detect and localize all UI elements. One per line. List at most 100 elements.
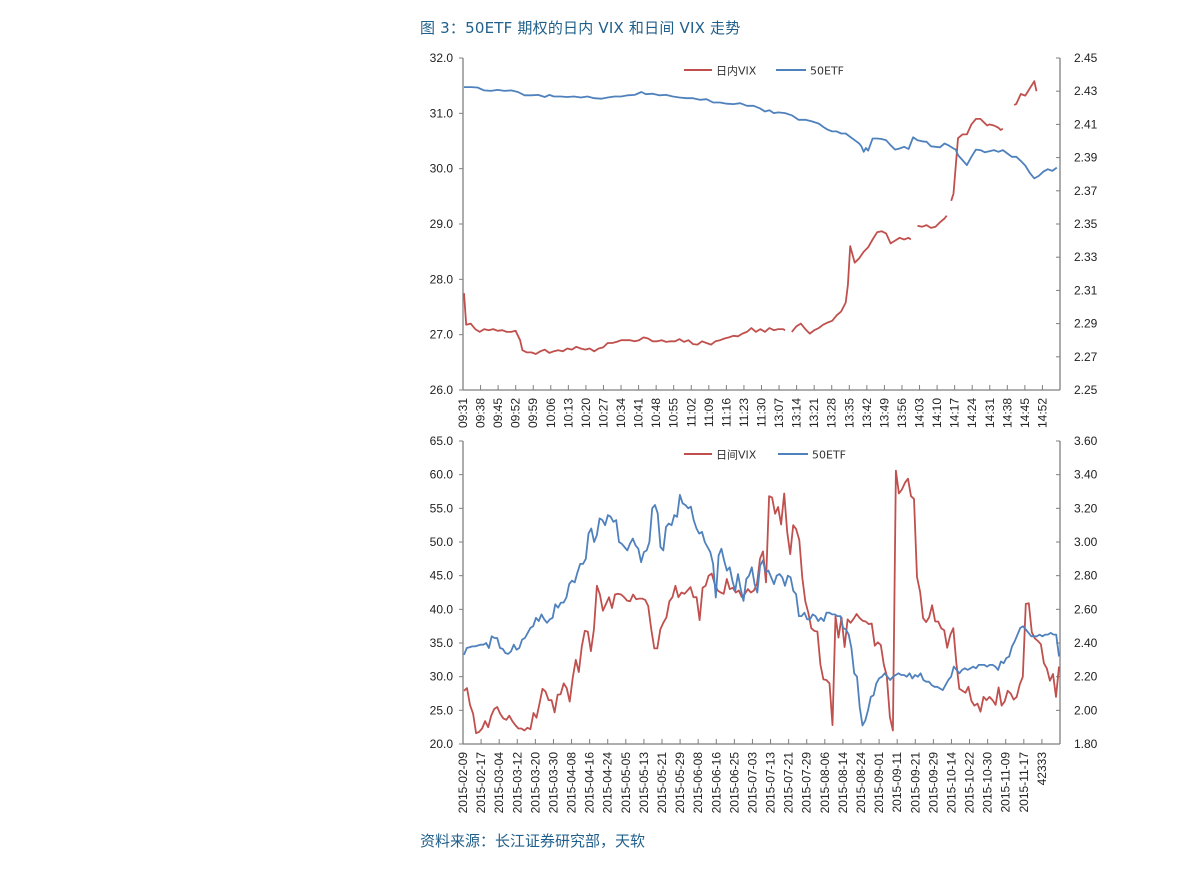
x-axis-tick-label: 2015-04-08: [565, 752, 579, 814]
x-axis-tick-label: 13:56: [895, 398, 909, 428]
x-axis-tick-label: 10:41: [632, 398, 646, 428]
left-axis-tick-label: 20.0: [430, 737, 454, 751]
x-axis-tick-label: 2015-06-25: [727, 752, 741, 814]
x-axis-tick-label: 10:34: [614, 398, 628, 428]
x-axis-tick-label: 10:06: [544, 398, 558, 428]
x-axis-tick-label: 09:52: [509, 398, 523, 428]
x-axis-tick-label: 14:24: [965, 398, 979, 428]
right-axis-tick-label: 2.43: [1074, 84, 1098, 98]
right-axis-tick-label: 2.29: [1074, 317, 1098, 331]
left-axis-tick-label: 30.0: [430, 670, 454, 684]
x-axis-tick-label: 11:02: [684, 398, 698, 427]
x-axis-tick-label: 14:45: [1018, 398, 1032, 428]
right-axis-tick-label: 2.00: [1074, 703, 1098, 717]
left-axis-tick-label: 55.0: [430, 501, 454, 515]
series-line-intraday-vix: [463, 293, 786, 355]
right-axis-tick-label: 2.37: [1074, 184, 1098, 198]
x-axis-tick-label: 10:13: [561, 398, 575, 428]
right-axis-tick-label: 2.35: [1074, 217, 1098, 231]
x-axis-tick-label: 2015-08-14: [836, 752, 850, 814]
left-axis-tick-label: 45.0: [430, 569, 454, 583]
right-axis-tick-label: 2.33: [1074, 250, 1098, 264]
x-axis-tick-label: 09:38: [474, 398, 488, 428]
figure-title: 图 3：50ETF 期权的日内 VIX 和日间 VIX 走势: [420, 19, 741, 37]
x-axis-tick-label: 2015-03-20: [528, 752, 542, 814]
series-line-intraday-vix: [950, 118, 1004, 202]
x-axis-tick-label: 2015-09-01: [872, 752, 886, 814]
x-axis-tick-label: 11:09: [702, 398, 716, 427]
x-axis-tick-label: 09:59: [526, 398, 540, 428]
chart1-legend: 日内VIX 50ETF: [684, 64, 844, 78]
series-line-intraday-vix: [917, 215, 948, 229]
right-axis-tick-label: 3.60: [1074, 434, 1098, 448]
left-axis-tick-label: 40.0: [430, 602, 454, 616]
left-axis-tick-label: 26.0: [430, 383, 454, 397]
chart1-lines: [463, 80, 1058, 355]
left-axis-tick-label: 25.0: [430, 703, 454, 717]
legend-label-vix: 日内VIX: [716, 64, 757, 78]
left-axis-tick-label: 29.0: [430, 217, 454, 231]
x-axis-tick-label: 09:45: [491, 398, 505, 428]
x-axis-tick-label: 2015-07-13: [764, 752, 778, 814]
x-axis-tick-label: 10:20: [579, 398, 593, 428]
right-axis-tick-label: 2.31: [1074, 283, 1098, 297]
x-axis-tick-label: 13:35: [842, 398, 856, 428]
right-axis-tick-label: 1.80: [1074, 737, 1098, 751]
x-axis-tick-label: 13:28: [825, 398, 839, 428]
right-axis-tick-label: 3.00: [1074, 535, 1098, 549]
right-axis-tick-label: 2.45: [1074, 51, 1098, 65]
left-axis-tick-label: 50.0: [430, 535, 454, 549]
x-axis-tick-label: 14:17: [948, 398, 962, 428]
left-axis-tick-label: 35.0: [430, 636, 454, 650]
chart-intraday-vix: 32.0 31.0 30.0 29.0 28.0 27.0 26.0 2.45 2.43 2.41…: [430, 51, 1098, 428]
right-axis-tick-label: 2.60: [1074, 602, 1098, 616]
x-axis-tick-label: 2015-05-29: [673, 752, 687, 814]
x-axis-tick-label: 2015-04-24: [601, 752, 615, 814]
series-line-intraday-vix: [791, 230, 912, 335]
right-axis-tick-label: 2.27: [1074, 350, 1098, 364]
x-axis-tick-label: 2015-02-09: [456, 752, 470, 814]
series-line-50etf: [464, 86, 1058, 180]
x-axis-tick-label: 2015-11-09: [999, 752, 1013, 813]
chart2-lines: [463, 469, 1060, 735]
right-axis-tick-label: 2.20: [1074, 670, 1098, 684]
x-axis-tick-label: 2015-03-30: [546, 752, 560, 814]
left-axis-tick-label: 31.0: [430, 106, 454, 120]
x-axis-tick-label: 2015-05-13: [637, 752, 651, 814]
chart-interday-vix: 65.0 60.0 55.0 50.0 45.0 40.0 35.0 30.0 25.0 20.0…: [430, 434, 1098, 813]
right-axis-tick-label: 2.39: [1074, 151, 1098, 165]
left-axis-tick-label: 27.0: [430, 328, 454, 342]
x-axis-tick-label: 2015-09-11: [890, 752, 904, 813]
x-axis-tick-label: 2015-10-14: [944, 752, 958, 814]
x-axis-tick-label: 11:23: [737, 398, 751, 427]
x-axis-tick-label: 2015-02-17: [474, 752, 488, 814]
x-axis-tick-label: 2015-10-30: [981, 752, 995, 814]
left-axis-tick-label: 30.0: [430, 162, 454, 176]
chart2-axes: 65.0 60.0 55.0 50.0 45.0 40.0 35.0 30.0 25.0 20.0…: [430, 434, 1098, 813]
x-axis-tick-label: 13:21: [807, 398, 821, 428]
x-axis-tick-label: 2015-08-06: [818, 752, 832, 814]
x-axis-tick-label: 14:10: [930, 398, 944, 428]
right-axis-tick-label: 2.80: [1074, 569, 1098, 583]
x-axis-tick-label: 2015-05-05: [619, 752, 633, 814]
x-axis-tick-label: 2015-03-04: [492, 752, 506, 814]
right-axis-tick-label: 2.41: [1074, 117, 1098, 131]
x-axis-tick-label: 2015-08-24: [854, 752, 868, 814]
x-axis-tick-label: 2015-03-12: [510, 752, 524, 814]
right-axis-tick-label: 3.40: [1074, 468, 1098, 482]
x-axis-tick-label: 14:38: [1000, 398, 1014, 428]
x-axis-tick-label: 11:30: [755, 398, 769, 427]
series-line-intraday-vix: [1013, 80, 1038, 106]
x-axis-tick-label: 2015-09-29: [926, 752, 940, 814]
right-axis-tick-label: 2.25: [1074, 383, 1098, 397]
series-line-50etf: [463, 494, 1060, 727]
right-axis-tick-label: 3.20: [1074, 501, 1098, 515]
x-axis-tick-label: 2015-04-16: [583, 752, 597, 814]
x-axis-tick-label: 14:52: [1035, 398, 1049, 428]
source-note: 资料来源：长江证券研究部，天软: [420, 832, 646, 850]
x-axis-tick-label: 13:49: [877, 398, 891, 428]
x-axis-tick-label: 14:03: [913, 398, 927, 428]
chart2-legend: 日间VIX 50ETF: [684, 449, 846, 462]
left-axis-tick-label: 60.0: [430, 468, 454, 482]
left-axis-tick-label: 65.0: [430, 434, 454, 448]
